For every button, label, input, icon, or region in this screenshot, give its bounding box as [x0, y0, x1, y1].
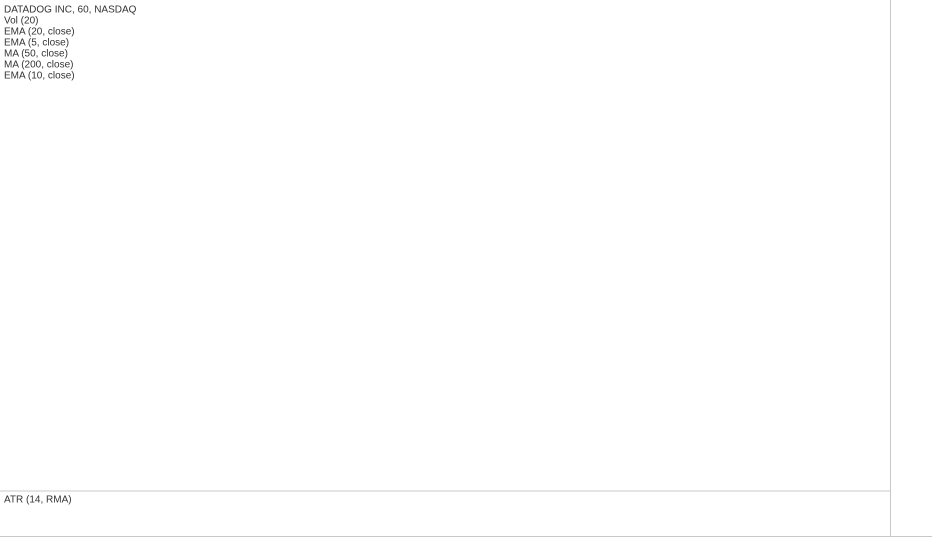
legend-entry: EMA (20, close) [4, 27, 75, 38]
legend-entry: EMA (10, close) [4, 71, 75, 82]
legend-entry: MA (50, close) [4, 49, 68, 60]
legend-entry: EMA (5, close) [4, 38, 69, 49]
atr-label: ATR (14, RMA) [4, 495, 72, 506]
legend-entry: Vol (20) [4, 16, 38, 27]
legend: DATADOG INC, 60, NASDAQ Vol (20) EMA (20… [4, 5, 137, 506]
legend-entry: MA (200, close) [4, 60, 73, 71]
chart-title: DATADOG INC, 60, NASDAQ [4, 5, 137, 16]
